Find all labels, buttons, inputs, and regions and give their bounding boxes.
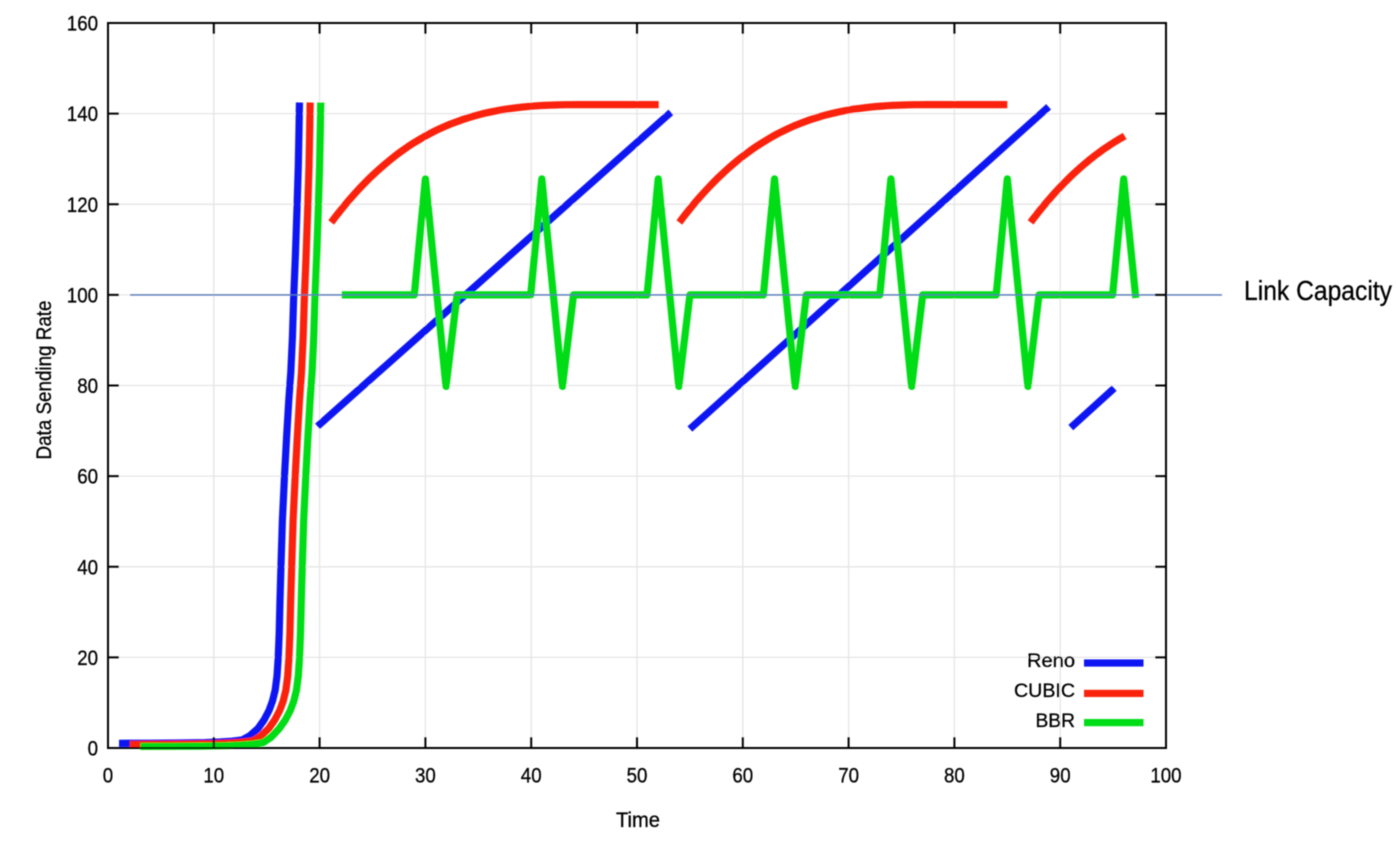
svg-text:50: 50 xyxy=(627,764,648,788)
svg-text:120: 120 xyxy=(67,193,98,217)
svg-text:100: 100 xyxy=(67,283,98,307)
svg-text:30: 30 xyxy=(415,764,436,788)
svg-text:160: 160 xyxy=(67,12,98,36)
svg-text:10: 10 xyxy=(203,764,224,788)
svg-text:100: 100 xyxy=(1150,764,1181,788)
svg-text:0: 0 xyxy=(103,764,113,788)
svg-text:CUBIC: CUBIC xyxy=(1014,681,1075,702)
svg-text:60: 60 xyxy=(77,465,98,489)
svg-text:90: 90 xyxy=(1050,764,1071,788)
svg-text:BBR: BBR xyxy=(1036,711,1076,732)
svg-text:60: 60 xyxy=(732,764,753,788)
svg-text:Time: Time xyxy=(616,808,660,832)
svg-text:140: 140 xyxy=(67,102,98,126)
svg-text:20: 20 xyxy=(77,646,98,670)
svg-text:40: 40 xyxy=(521,764,542,788)
svg-text:80: 80 xyxy=(944,764,965,788)
svg-text:Link Capacity: Link Capacity xyxy=(1244,275,1392,306)
svg-text:Data Sending Rate: Data Sending Rate xyxy=(32,301,56,460)
svg-text:0: 0 xyxy=(88,737,98,761)
svg-text:40: 40 xyxy=(77,555,98,579)
svg-text:Reno: Reno xyxy=(1027,651,1075,672)
svg-text:70: 70 xyxy=(838,764,859,788)
svg-text:80: 80 xyxy=(77,374,98,398)
svg-text:20: 20 xyxy=(309,764,330,788)
